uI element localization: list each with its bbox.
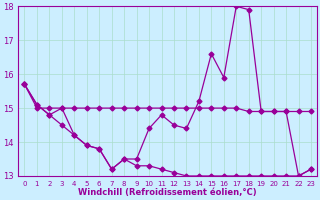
- X-axis label: Windchill (Refroidissement éolien,°C): Windchill (Refroidissement éolien,°C): [78, 188, 257, 197]
